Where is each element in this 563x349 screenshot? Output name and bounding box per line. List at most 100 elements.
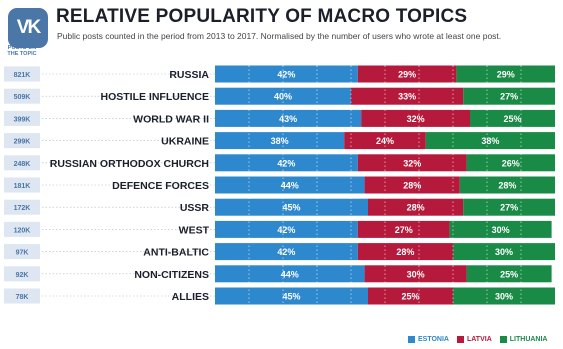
posts-cell <box>4 88 40 104</box>
posts-cell <box>4 244 40 260</box>
data-label: 25% <box>500 269 518 279</box>
data-label: 32% <box>403 158 421 168</box>
posts-count: 821K <box>14 72 31 79</box>
legend-label: LATVIA <box>467 336 492 343</box>
bar-latvia <box>361 109 470 127</box>
data-label: 25% <box>401 292 419 302</box>
bar-latvia <box>344 132 426 150</box>
data-label: 30% <box>492 225 510 235</box>
bar-estonia <box>215 220 358 238</box>
posts-cell <box>4 177 40 193</box>
bar-estonia <box>215 109 362 127</box>
posts-cell <box>4 66 40 82</box>
posts-count: 248K <box>14 161 31 168</box>
legend-item-estonia: ESTONIA <box>408 336 449 343</box>
category-label: WEST <box>179 224 210 236</box>
bar-estonia <box>215 176 365 194</box>
data-label: 27% <box>500 92 518 102</box>
data-label: 24% <box>376 136 394 146</box>
posts-count: 299K <box>14 139 31 146</box>
data-label: 33% <box>398 92 416 102</box>
category-label: ALLIES <box>172 291 209 303</box>
bar-estonia <box>215 198 368 216</box>
data-label: 25% <box>503 114 521 124</box>
chart-title: RELATIVE POPULARITY OF MACRO TOPICS <box>56 6 468 27</box>
data-label: 40% <box>274 92 292 102</box>
bar-lithuania <box>463 198 555 216</box>
bar-lithuania <box>453 287 555 305</box>
posts-cell <box>4 110 40 126</box>
bar-estonia <box>215 154 358 172</box>
posts-count: 97K <box>16 250 29 257</box>
posts-count: 181K <box>14 183 31 190</box>
data-label: 38% <box>481 136 499 146</box>
posts-count: 92K <box>16 272 29 279</box>
bar-latvia <box>364 265 467 283</box>
bar-latvia <box>364 176 460 194</box>
bar-latvia <box>368 287 453 305</box>
bar-estonia <box>215 65 358 83</box>
bar-lithuania <box>449 220 552 238</box>
data-label: 45% <box>282 292 300 302</box>
data-label: 45% <box>282 203 300 213</box>
data-label: 44% <box>281 269 299 279</box>
legend-label: ESTONIA <box>418 336 449 343</box>
legend-swatch <box>499 336 507 343</box>
posts-count: 509K <box>14 94 31 101</box>
category-label: WORLD WAR II <box>133 113 209 125</box>
legend-swatch <box>408 336 415 343</box>
bar-estonia <box>215 243 358 261</box>
category-label: ANTI-BALTIC <box>143 247 209 259</box>
legend-swatch <box>457 336 464 343</box>
posts-count: 120K <box>14 227 31 234</box>
posts-count: 399K <box>14 116 31 123</box>
data-label: 28% <box>396 247 414 257</box>
bar-lithuania <box>470 109 555 127</box>
data-label: 28% <box>407 203 425 213</box>
posts-cell <box>4 199 40 215</box>
bar-lithuania <box>459 176 555 194</box>
bar-latvia <box>351 87 464 105</box>
data-label: 32% <box>407 114 425 124</box>
data-label: 29% <box>398 70 416 80</box>
category-label: DEFENCE FORCES <box>112 180 209 192</box>
data-label: 26% <box>502 158 520 168</box>
data-label: 30% <box>495 247 513 257</box>
posts-cell <box>4 133 40 149</box>
bar-lithuania <box>466 265 552 283</box>
bar-estonia <box>215 87 351 105</box>
bar-lithuania <box>463 87 555 105</box>
posts-count: 78K <box>16 294 29 301</box>
chart-legend: ESTONIA LATVIA LITHUANIA <box>408 336 555 343</box>
chart-subtitle: Public posts counted in the period from … <box>57 31 502 41</box>
category-label: UKRAINE <box>161 136 209 148</box>
legend-item-latvia: LATVIA <box>457 336 492 343</box>
bar-lithuania <box>453 243 555 261</box>
data-label: 44% <box>281 181 299 191</box>
data-label: 27% <box>395 225 413 235</box>
bar-lithuania <box>466 154 555 172</box>
bar-latvia <box>357 243 453 261</box>
posts-cell <box>4 155 40 171</box>
bar-estonia <box>215 132 345 150</box>
data-label: 29% <box>497 70 515 80</box>
category-label: RUSSIAN ORTHODOX CHURCH <box>50 158 209 170</box>
posts-cell <box>4 221 40 237</box>
data-label: 30% <box>407 269 425 279</box>
legend-item-lithuania: LITHUANIA <box>499 336 548 343</box>
category-label: NON-CITIZENS <box>134 269 209 281</box>
legend-label: LITHUANIA <box>509 336 548 343</box>
data-label: 38% <box>271 136 289 146</box>
category-label: USSR <box>180 202 210 214</box>
bar-estonia <box>215 287 368 305</box>
bar-latvia <box>368 198 464 216</box>
vk-logo-text: VK <box>16 17 41 38</box>
vk-logo-icon: VK <box>8 8 48 48</box>
data-label: 42% <box>277 158 295 168</box>
posts-column-header: POSTS ON THE TOPIC <box>7 45 37 57</box>
posts-count: 172K <box>14 205 31 212</box>
bar-lithuania <box>425 132 555 150</box>
bar-latvia <box>357 65 457 83</box>
category-label: RUSSIA <box>169 69 209 81</box>
